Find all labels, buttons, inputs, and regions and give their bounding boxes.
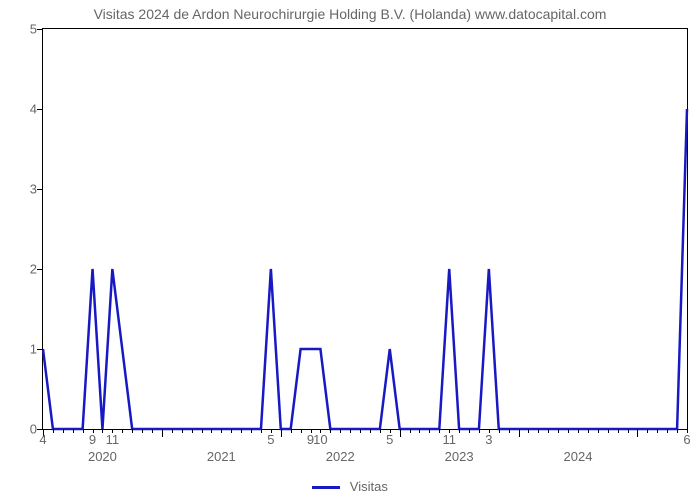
legend-swatch bbox=[312, 486, 340, 489]
x-minor-tick bbox=[647, 429, 648, 433]
x-minor-tick bbox=[350, 429, 351, 433]
x-point-label: 4 bbox=[39, 432, 46, 447]
x-minor-tick bbox=[83, 429, 84, 433]
x-minor-tick bbox=[122, 429, 123, 433]
x-minor-tick bbox=[370, 429, 371, 433]
y-tick-mark bbox=[37, 109, 43, 110]
line-series bbox=[43, 29, 687, 429]
x-year-label: 2020 bbox=[88, 449, 117, 464]
y-tick-label: 1 bbox=[30, 342, 37, 357]
x-point-label: 5 bbox=[386, 432, 393, 447]
x-minor-tick bbox=[439, 429, 440, 433]
x-minor-tick bbox=[231, 429, 232, 433]
y-tick-label: 5 bbox=[30, 22, 37, 37]
x-major-tick bbox=[162, 429, 163, 437]
x-point-label: 11 bbox=[106, 432, 120, 447]
x-minor-tick bbox=[410, 429, 411, 433]
x-minor-tick bbox=[301, 429, 302, 433]
x-minor-tick bbox=[211, 429, 212, 433]
x-minor-tick bbox=[142, 429, 143, 433]
y-tick-mark bbox=[37, 29, 43, 30]
x-minor-tick bbox=[182, 429, 183, 433]
x-minor-tick bbox=[261, 429, 262, 433]
plot-area: 012345202020212022202320244911591051136 bbox=[42, 28, 688, 430]
x-minor-tick bbox=[608, 429, 609, 433]
x-major-tick bbox=[519, 429, 520, 437]
y-tick-label: 0 bbox=[30, 422, 37, 437]
x-minor-tick bbox=[132, 429, 133, 433]
x-minor-tick bbox=[330, 429, 331, 433]
x-point-label: 3 bbox=[485, 432, 492, 447]
x-minor-tick bbox=[548, 429, 549, 433]
legend-label: Visitas bbox=[350, 479, 388, 494]
x-minor-tick bbox=[172, 429, 173, 433]
x-year-label: 2023 bbox=[445, 449, 474, 464]
x-minor-tick bbox=[479, 429, 480, 433]
x-minor-tick bbox=[598, 429, 599, 433]
x-minor-tick bbox=[73, 429, 74, 433]
x-minor-tick bbox=[241, 429, 242, 433]
x-minor-tick bbox=[340, 429, 341, 433]
x-point-label: 10 bbox=[313, 432, 327, 447]
x-year-label: 2024 bbox=[564, 449, 593, 464]
y-tick-mark bbox=[37, 189, 43, 190]
x-minor-tick bbox=[578, 429, 579, 433]
x-minor-tick bbox=[102, 429, 103, 433]
x-point-label: 9 bbox=[89, 432, 96, 447]
x-minor-tick bbox=[251, 429, 252, 433]
x-minor-tick bbox=[63, 429, 64, 433]
x-minor-tick bbox=[677, 429, 678, 433]
x-major-tick bbox=[400, 429, 401, 437]
x-minor-tick bbox=[459, 429, 460, 433]
x-minor-tick bbox=[628, 429, 629, 433]
legend: Visitas bbox=[0, 479, 700, 494]
x-minor-tick bbox=[419, 429, 420, 433]
x-major-tick bbox=[637, 429, 638, 437]
x-minor-tick bbox=[192, 429, 193, 433]
x-major-tick bbox=[281, 429, 282, 437]
x-minor-tick bbox=[499, 429, 500, 433]
x-point-label: 11 bbox=[442, 432, 456, 447]
x-minor-tick bbox=[221, 429, 222, 433]
x-minor-tick bbox=[667, 429, 668, 433]
x-minor-tick bbox=[291, 429, 292, 433]
x-point-label: 5 bbox=[267, 432, 274, 447]
x-minor-tick bbox=[509, 429, 510, 433]
x-minor-tick bbox=[360, 429, 361, 433]
x-minor-tick bbox=[657, 429, 658, 433]
y-tick-mark bbox=[37, 269, 43, 270]
x-minor-tick bbox=[568, 429, 569, 433]
y-tick-label: 3 bbox=[30, 182, 37, 197]
x-point-label: 6 bbox=[683, 432, 690, 447]
x-year-label: 2022 bbox=[326, 449, 355, 464]
x-minor-tick bbox=[528, 429, 529, 433]
y-tick-label: 2 bbox=[30, 262, 37, 277]
x-minor-tick bbox=[469, 429, 470, 433]
x-year-label: 2021 bbox=[207, 449, 236, 464]
x-minor-tick bbox=[380, 429, 381, 433]
x-minor-tick bbox=[538, 429, 539, 433]
x-minor-tick bbox=[152, 429, 153, 433]
y-tick-label: 4 bbox=[30, 102, 37, 117]
chart-container: Visitas 2024 de Ardon Neurochirurgie Hol… bbox=[0, 0, 700, 500]
y-tick-mark bbox=[37, 349, 43, 350]
chart-title: Visitas 2024 de Ardon Neurochirurgie Hol… bbox=[0, 6, 700, 22]
x-minor-tick bbox=[202, 429, 203, 433]
x-minor-tick bbox=[53, 429, 54, 433]
x-minor-tick bbox=[618, 429, 619, 433]
x-minor-tick bbox=[429, 429, 430, 433]
x-minor-tick bbox=[588, 429, 589, 433]
x-minor-tick bbox=[558, 429, 559, 433]
series-path bbox=[43, 109, 687, 429]
